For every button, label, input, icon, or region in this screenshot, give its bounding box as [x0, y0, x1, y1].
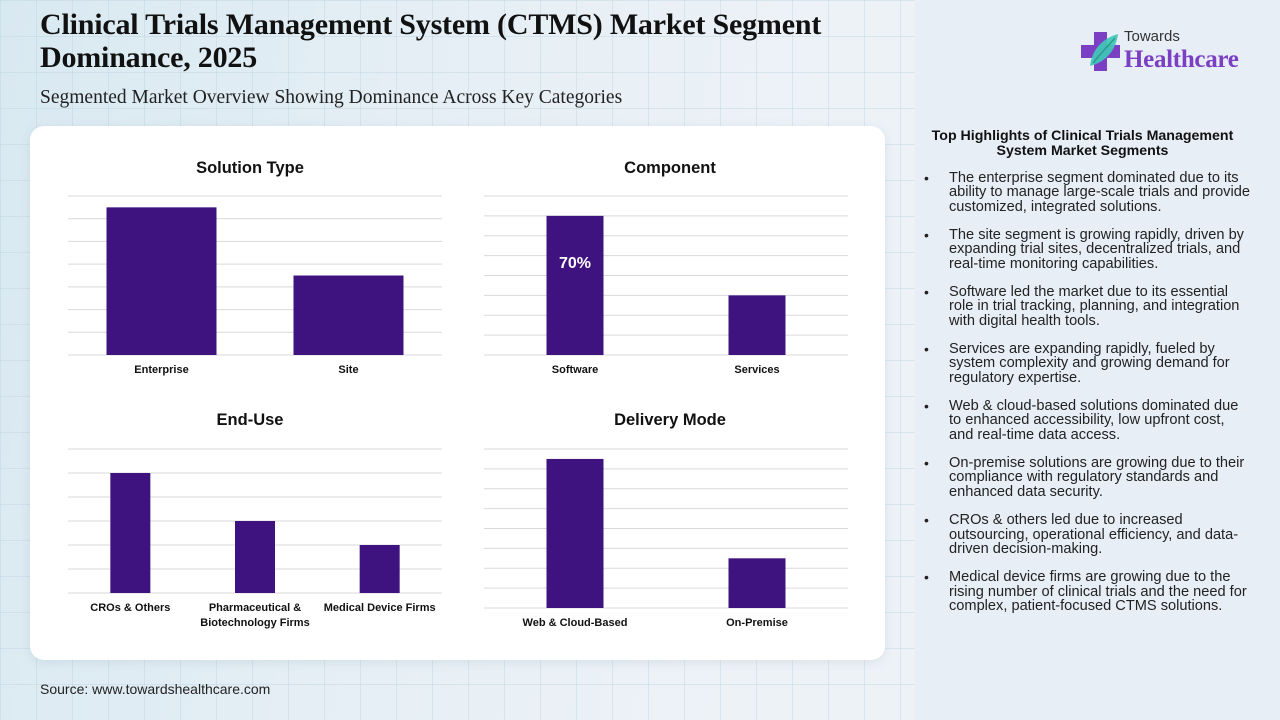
x-tick-label: Medical Device Firms [324, 602, 436, 614]
logo-text-healthcare: Healthcare [1124, 46, 1239, 73]
highlight-item: Medical device firms are growing due to … [922, 570, 1252, 613]
bar-site [293, 275, 404, 355]
highlights-list: The enterprise segment dominated due to … [922, 171, 1252, 627]
bar-cros-others [110, 473, 151, 593]
x-tick-label: Biotechnology Firms [200, 617, 309, 629]
highlight-item: The enterprise segment dominated due to … [922, 171, 1252, 214]
logo-text-towards: Towards [1124, 28, 1180, 45]
highlight-item: On-premise solutions are growing due to … [922, 456, 1252, 499]
chart-solution-type: Solution Type Enterprise Site [40, 150, 460, 390]
bar-pharmaceutical-biotechnology-firms [235, 521, 275, 593]
page-title: Clinical Trials Management System (CTMS)… [40, 8, 822, 74]
highlight-item: Software led the market due to its essen… [922, 285, 1252, 328]
plot-area: Enterprise Site [68, 195, 442, 376]
chart-title: Delivery Mode [614, 411, 726, 429]
x-tick-label: Site [338, 364, 358, 376]
chart-title: Component [624, 159, 716, 177]
brand-logo: Towards Healthcare [1080, 26, 1260, 80]
chart-title: End-Use [216, 411, 284, 429]
x-tick-label: Software [552, 364, 598, 376]
x-tick-label: Web & Cloud-Based [523, 617, 628, 629]
plot-area: CROs & Others Pharmaceutical & Biotechnolo… [68, 448, 442, 629]
x-tick-label: Services [734, 364, 779, 376]
highlights-title: Top Highlights of Clinical Trials Manage… [931, 128, 1234, 159]
bar-medical-device-firms [359, 545, 400, 593]
x-tick-label: CROs & Others [90, 602, 170, 614]
highlight-item: Services are expanding rapidly, fueled b… [922, 342, 1252, 385]
highlight-item: The site segment is growing rapidly, dri… [922, 228, 1252, 271]
x-tick-label: Enterprise [134, 364, 188, 376]
chart-component: Component 70% Software Services [470, 150, 870, 390]
bar-software [546, 215, 604, 355]
x-tick-label: Pharmaceutical & [209, 602, 301, 614]
chart-delivery-mode: Delivery Mode Web & Cloud-Based On-Premis… [470, 400, 870, 640]
bar-services [728, 295, 786, 355]
highlight-item: Web & cloud-based solutions dominated du… [922, 399, 1252, 442]
chart-end-use: End-Use CROs & Others Pharmaceutical & Bio… [40, 400, 460, 640]
bar-on-premise [728, 558, 786, 608]
x-tick-label: On-Premise [726, 617, 788, 629]
data-label: 70% [559, 255, 591, 272]
bar-enterprise [106, 207, 217, 355]
plot-area: 70% Software Services [484, 195, 848, 376]
chart-title: Solution Type [196, 159, 304, 177]
page-subtitle: Segmented Market Overview Showing Domina… [40, 87, 623, 108]
bar-web-cloud-based [546, 458, 604, 608]
medical-cross-leaf-icon [1081, 32, 1120, 71]
plot-area: Web & Cloud-Based On-Premise [484, 448, 848, 629]
highlight-item: CROs & others led due to increased outso… [922, 513, 1252, 556]
source-note: Source: www.towardshealthcare.com [40, 681, 271, 697]
